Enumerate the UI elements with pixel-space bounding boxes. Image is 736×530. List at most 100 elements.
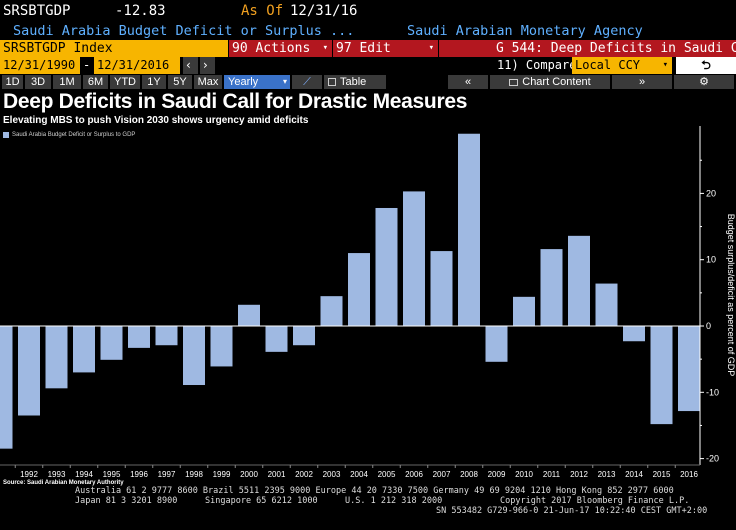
footer-phones-singapore: Singapore 65 6212 1000 — [205, 496, 318, 506]
command-bar: SRSBTGDP Index 90 Actions ▾ 97 Edit ▾ G 54… — [0, 40, 736, 57]
footer-serial: SN 553482 G729-966-0 21-Jun-17 10:22:40 … — [436, 506, 708, 516]
period-max[interactable]: Max — [194, 75, 222, 89]
x-tick-label: 2000 — [240, 470, 258, 479]
bar-2014 — [623, 326, 645, 342]
bar-chart: -20 -10 0 10 20 1992 1993 1994 1995 1996 1997 1998… — [0, 126, 736, 479]
back-arrow-icon[interactable]: ⮌ — [676, 57, 736, 74]
index-field-text: SRSBTGDP Index — [3, 41, 113, 56]
compare-label: 11) Compare — [494, 57, 576, 74]
chart-content-button[interactable]: Chart Content — [490, 75, 610, 89]
last-value: -12.83 — [115, 3, 166, 19]
period-6m[interactable]: 6M — [83, 75, 108, 89]
x-tick-label: 2009 — [488, 470, 506, 479]
bar-series — [0, 133, 700, 449]
footer-phones-us: U.S. 1 212 318 2000 — [345, 496, 443, 506]
x-tick-label: 1992 — [20, 470, 38, 479]
start-date-input[interactable]: 12/31/1990 — [0, 57, 80, 74]
source-note: Source: Saudi Arabian Monetary Authority — [3, 480, 124, 486]
bar-2012 — [568, 235, 590, 326]
bar-2007 — [430, 251, 453, 326]
period-1m[interactable]: 1M — [53, 75, 81, 89]
x-tick-label: 1995 — [103, 470, 121, 479]
x-tick-label: 1993 — [48, 470, 66, 479]
period-5y[interactable]: 5Y — [168, 75, 192, 89]
date-range-bar: 12/31/1990 - 12/31/2016 ‹ › 11) Compare … — [0, 57, 736, 74]
edit-label: 97 Edit — [336, 41, 391, 56]
x-tick-label: 2005 — [378, 470, 396, 479]
bar-2005 — [375, 207, 398, 326]
as-of-date: 12/31/16 — [290, 3, 358, 19]
footer-phones-line1: Australia 61 2 9777 8600 Brazil 5511 239… — [75, 486, 674, 496]
compare-value: Local CCY — [575, 58, 641, 72]
x-tick-label: 2008 — [460, 470, 478, 479]
bar-1992 — [18, 326, 40, 416]
table-icon — [328, 78, 336, 86]
line-chart-icon[interactable]: ⟋ — [292, 75, 322, 89]
y-axis-label: Budget surplus/deficit as percent of GDP — [726, 214, 736, 377]
footer-copyright: Copyright 2017 Bloomberg Finance L.P. — [500, 496, 690, 506]
footer-phones-japan: Japan 81 3 3201 8900 — [75, 496, 178, 506]
bar-1991 — [0, 326, 13, 449]
y-tick-label: 10 — [706, 255, 716, 265]
x-tick-label: 1998 — [185, 470, 203, 479]
settings-gear-icon[interactable]: ⚙ — [674, 75, 734, 89]
period-1y[interactable]: 1Y — [142, 75, 166, 89]
subheadline: Elevating MBS to push Vision 2030 shows … — [3, 115, 309, 126]
index-field[interactable]: SRSBTGDP Index — [0, 40, 228, 57]
table-label: Table — [340, 76, 367, 88]
frequency-caret-icon: ▾ — [282, 77, 287, 86]
bar-1998 — [183, 326, 205, 386]
x-tick-label: 1999 — [213, 470, 231, 479]
table-button[interactable]: Table — [324, 75, 386, 89]
bar-1993 — [45, 326, 68, 389]
bar-2013 — [595, 283, 618, 326]
y-tick-label: 0 — [706, 321, 711, 331]
bar-2004 — [348, 253, 370, 326]
period-ytd[interactable]: YTD — [110, 75, 140, 89]
frequency-value: Yearly — [228, 76, 259, 88]
actions-label: 90 Actions — [232, 41, 311, 56]
end-date-text: 12/31/2016 — [97, 58, 170, 72]
chart-reference[interactable]: G 544: Deep Deficits in Saudi C — [439, 40, 736, 57]
next-period-icon[interactable]: › — [200, 57, 215, 74]
y-axis-ticks: -20 -10 0 10 20 — [700, 159, 719, 464]
collapse-right-icon[interactable]: » — [612, 75, 672, 89]
x-tick-label: 2010 — [515, 470, 533, 479]
x-tick-label: 2002 — [295, 470, 313, 479]
bar-2010 — [513, 296, 535, 326]
prev-period-icon[interactable]: ‹ — [183, 57, 198, 74]
x-tick-label: 2004 — [350, 470, 368, 479]
end-date-input[interactable]: 12/31/2016 — [94, 57, 180, 74]
y-tick-label: -20 — [706, 454, 719, 464]
as-of-label: As Of — [241, 3, 284, 19]
actions-menu[interactable]: 90 Actions ▾ — [229, 40, 332, 57]
x-tick-label: 2014 — [625, 470, 643, 479]
period-3d[interactable]: 3D — [25, 75, 51, 89]
headline: Deep Deficits in Saudi Call for Drastic … — [3, 90, 468, 113]
x-tick-label: 2015 — [653, 470, 671, 479]
bar-2002 — [293, 326, 315, 346]
compare-select[interactable]: Local CCY ▾ — [572, 57, 672, 74]
source-agency: Saudi Arabian Monetary Agency — [407, 23, 643, 39]
bar-1999 — [210, 326, 233, 367]
x-tick-label: 2011 — [543, 470, 561, 479]
edit-menu[interactable]: 97 Edit ▾ — [333, 40, 438, 57]
collapse-left-icon[interactable]: « — [448, 75, 488, 89]
security-header: SRSBTGDP -12.83 As Of 12/31/16 — [0, 0, 736, 22]
bar-2006 — [403, 191, 425, 326]
bar-1996 — [128, 326, 150, 348]
bar-2008 — [458, 133, 480, 326]
ticker: SRSBTGDP — [3, 3, 71, 19]
x-tick-label: 2006 — [405, 470, 423, 479]
start-date-text: 12/31/1990 — [3, 58, 76, 72]
chart-toolbar: 1D 3D 1M 6M YTD 1Y 5Y Max Yearly ▾ ⟋ Tabl… — [0, 74, 736, 90]
x-tick-label: 2016 — [680, 470, 698, 479]
frequency-select[interactable]: Yearly ▾ — [224, 75, 290, 89]
bar-2001 — [265, 326, 288, 352]
period-1d[interactable]: 1D — [2, 75, 23, 89]
date-separator: - — [83, 58, 91, 72]
chart-legend: Saudi Arabia Budget Deficit or Surplus t… — [3, 132, 135, 138]
bar-2015 — [650, 326, 673, 425]
compare-label-text: 11) Compare — [497, 58, 577, 72]
bar-1994 — [73, 326, 95, 373]
